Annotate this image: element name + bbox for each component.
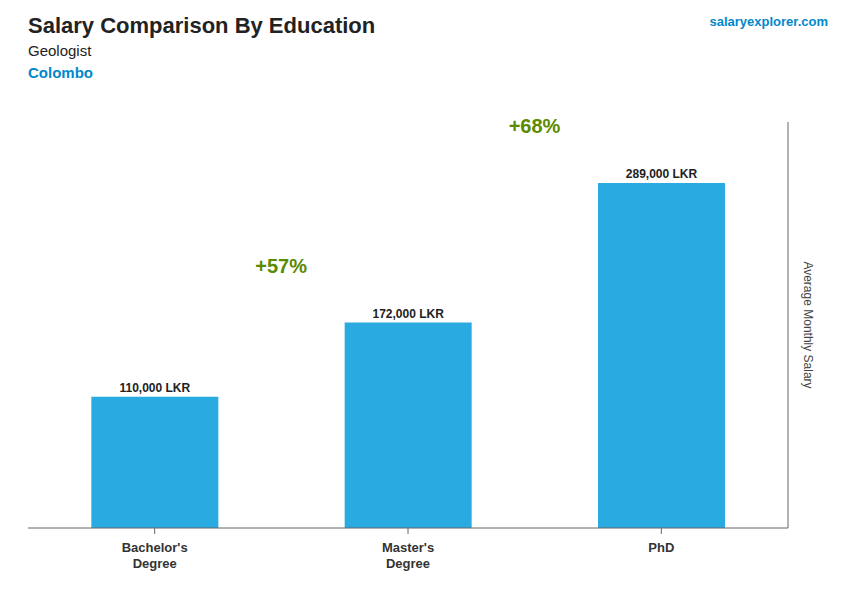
svg-text:110,000 LKR: 110,000 LKR — [119, 381, 190, 395]
html-text:Geologist: Geologist — [28, 42, 92, 59]
html-text:Salary Comparison By Education: Salary Comparison By Education — [28, 13, 376, 38]
svg-text:Average Monthly Salary: Average Monthly Salary — [801, 261, 815, 388]
html-text:Colombo: Colombo — [28, 64, 93, 81]
html-text:salaryexplorer.com: salaryexplorer.com — [709, 14, 828, 29]
svg-text:+68%: +68% — [509, 115, 561, 137]
svg-text:Bachelor'sDegree: Bachelor'sDegree — [122, 540, 188, 571]
svg-text:PhD: PhD — [648, 540, 674, 555]
svg-text:289,000 LKR: 289,000 LKR — [626, 167, 698, 181]
svg-text:172,000 LKR: 172,000 LKR — [372, 307, 444, 321]
svg-text:+57%: +57% — [255, 255, 307, 277]
svg-text:Master'sDegree: Master'sDegree — [382, 540, 434, 571]
